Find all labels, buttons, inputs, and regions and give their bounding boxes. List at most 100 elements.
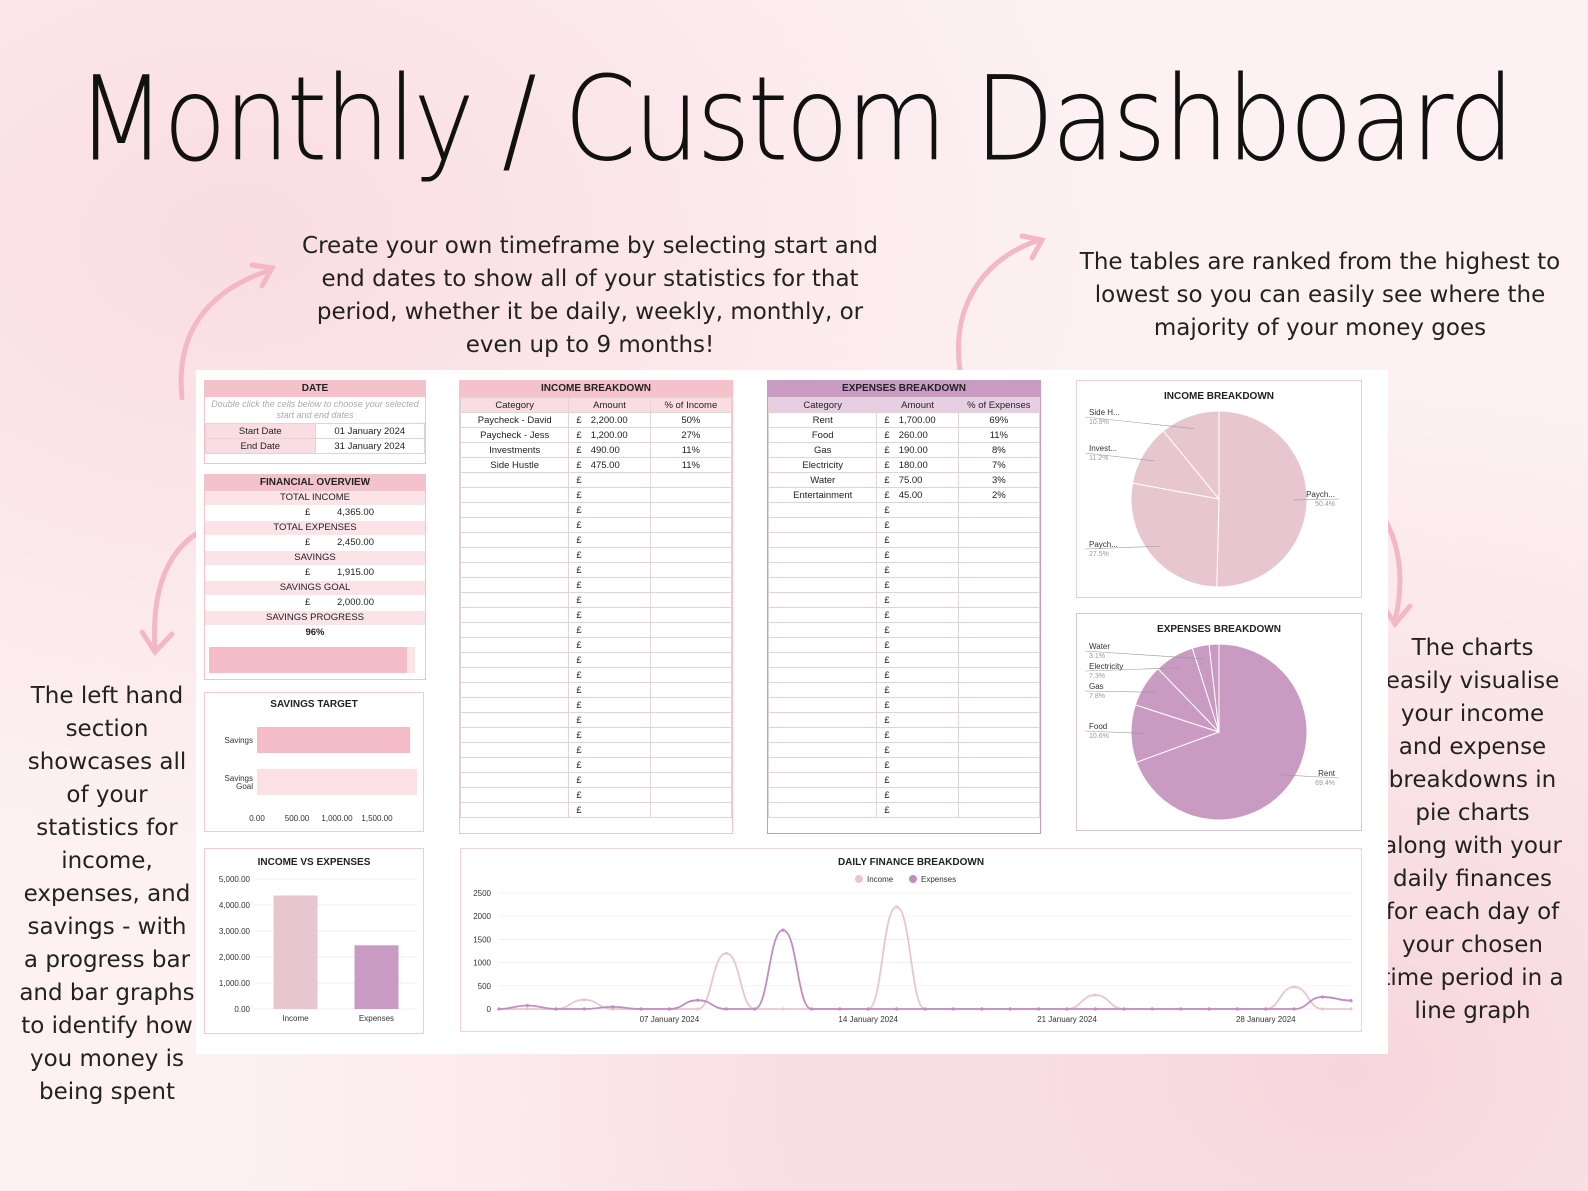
cell-category[interactable]: [767, 787, 878, 803]
table-row: £: [459, 592, 733, 608]
cell-category[interactable]: [459, 472, 570, 488]
cell-category[interactable]: [767, 562, 878, 578]
cell-category[interactable]: [767, 757, 878, 773]
cell-category[interactable]: [767, 637, 878, 653]
table-row: £: [767, 592, 1041, 608]
cell-category[interactable]: [459, 562, 570, 578]
cell-category[interactable]: [767, 577, 878, 593]
cell-category[interactable]: Paycheck - Jess: [459, 427, 570, 443]
y-axis-tick: 1,000.00: [219, 979, 251, 988]
cell-category[interactable]: [767, 547, 878, 563]
cell-percent: [957, 532, 1041, 548]
cell-category[interactable]: [767, 697, 878, 713]
cell-percent: [649, 622, 733, 638]
cell-category[interactable]: Rent: [767, 412, 878, 428]
currency-symbol: £: [576, 444, 582, 456]
cell-amount: £475.00: [568, 457, 651, 473]
cell-category[interactable]: [767, 607, 878, 623]
cell-category[interactable]: [459, 772, 570, 788]
cell-category[interactable]: [459, 712, 570, 728]
savings-bar: [257, 727, 411, 753]
currency-symbol: £: [884, 639, 890, 651]
data-point: [667, 1007, 671, 1011]
arrow-to-top-note-icon: [178, 267, 273, 401]
cell-category[interactable]: [459, 697, 570, 713]
cell-category[interactable]: [767, 652, 878, 668]
cell-amount: £: [568, 547, 651, 563]
data-point: [582, 998, 586, 1002]
income-breakdown-table: INCOME BREAKDOWN Category Amount % of In…: [459, 380, 733, 834]
cell-category[interactable]: [767, 727, 878, 743]
cell-category[interactable]: [459, 547, 570, 563]
cell-category[interactable]: [767, 682, 878, 698]
currency-symbol: £: [576, 729, 582, 741]
cell-category[interactable]: [459, 637, 570, 653]
end-date-field[interactable]: 31 January 2024: [314, 438, 425, 454]
cell-category[interactable]: [767, 592, 878, 608]
cell-category[interactable]: [459, 757, 570, 773]
currency-symbol: £: [576, 564, 582, 576]
cell-category[interactable]: [459, 532, 570, 548]
cell-category[interactable]: [767, 667, 878, 683]
cell-category[interactable]: Gas: [767, 442, 878, 458]
cell-category[interactable]: [459, 787, 570, 803]
cell-category[interactable]: [767, 772, 878, 788]
savings-axis-tick: 1,500.00: [361, 814, 393, 823]
cell-category[interactable]: Paycheck - David: [459, 412, 570, 428]
currency-symbol: £: [576, 609, 582, 621]
cell-category[interactable]: [459, 622, 570, 638]
cell-category[interactable]: [459, 652, 570, 668]
savings-goal-value[interactable]: 2,000.00: [337, 597, 374, 608]
cell-category[interactable]: [459, 502, 570, 518]
cell-category[interactable]: [459, 727, 570, 743]
cell-category[interactable]: [459, 682, 570, 698]
cell-category[interactable]: [767, 517, 878, 533]
cell-category[interactable]: Entertainment: [767, 487, 878, 503]
cell-amount: £: [568, 757, 651, 773]
cell-category[interactable]: Food: [767, 427, 878, 443]
col-percent: % of Income: [649, 397, 733, 413]
cell-category[interactable]: [767, 532, 878, 548]
cell-category[interactable]: Electricity: [767, 457, 878, 473]
savings-goal-label: SAVINGS GOAL: [205, 581, 425, 595]
cell-category[interactable]: [459, 607, 570, 623]
cell-category[interactable]: [459, 577, 570, 593]
cell-category[interactable]: [459, 592, 570, 608]
cell-category[interactable]: Side Hustle: [459, 457, 570, 473]
table-row: Food £260.00 11%: [767, 427, 1041, 443]
cell-percent: [957, 742, 1041, 758]
table-row: Investments £490.00 11%: [459, 442, 733, 458]
cell-category[interactable]: [459, 742, 570, 758]
cell-percent: [649, 742, 733, 758]
cell-category[interactable]: Water: [767, 472, 878, 488]
cell-category[interactable]: [767, 742, 878, 758]
cell-percent: 3%: [957, 472, 1041, 488]
table-row: £: [459, 712, 733, 728]
currency-symbol: £: [305, 537, 311, 548]
table-row: Electricity £180.00 7%: [767, 457, 1041, 473]
pie-leader-line: [1293, 498, 1340, 501]
cell-amount: £: [876, 562, 959, 578]
pie-leader-line: [1084, 416, 1194, 429]
cell-percent: [649, 562, 733, 578]
cell-percent: [649, 607, 733, 623]
currency-symbol: £: [576, 429, 582, 441]
start-date-field[interactable]: 01 January 2024: [314, 423, 425, 439]
cell-amount: £1,700.00: [876, 412, 959, 428]
cell-category[interactable]: [459, 517, 570, 533]
table-row: Side Hustle £475.00 11%: [459, 457, 733, 473]
data-point: [554, 1007, 558, 1011]
cell-category[interactable]: Investments: [459, 442, 570, 458]
currency-symbol: £: [884, 429, 890, 441]
cell-category[interactable]: [767, 622, 878, 638]
data-point: [1093, 993, 1097, 997]
cell-category[interactable]: [767, 802, 878, 818]
cell-category[interactable]: [459, 487, 570, 503]
table-row: £: [459, 787, 733, 803]
cell-category[interactable]: [459, 802, 570, 818]
cell-category[interactable]: [767, 502, 878, 518]
cell-category[interactable]: [459, 667, 570, 683]
cell-category[interactable]: [767, 712, 878, 728]
pie-label: Side H...: [1089, 408, 1120, 417]
amount-value: 260.00: [898, 429, 928, 441]
